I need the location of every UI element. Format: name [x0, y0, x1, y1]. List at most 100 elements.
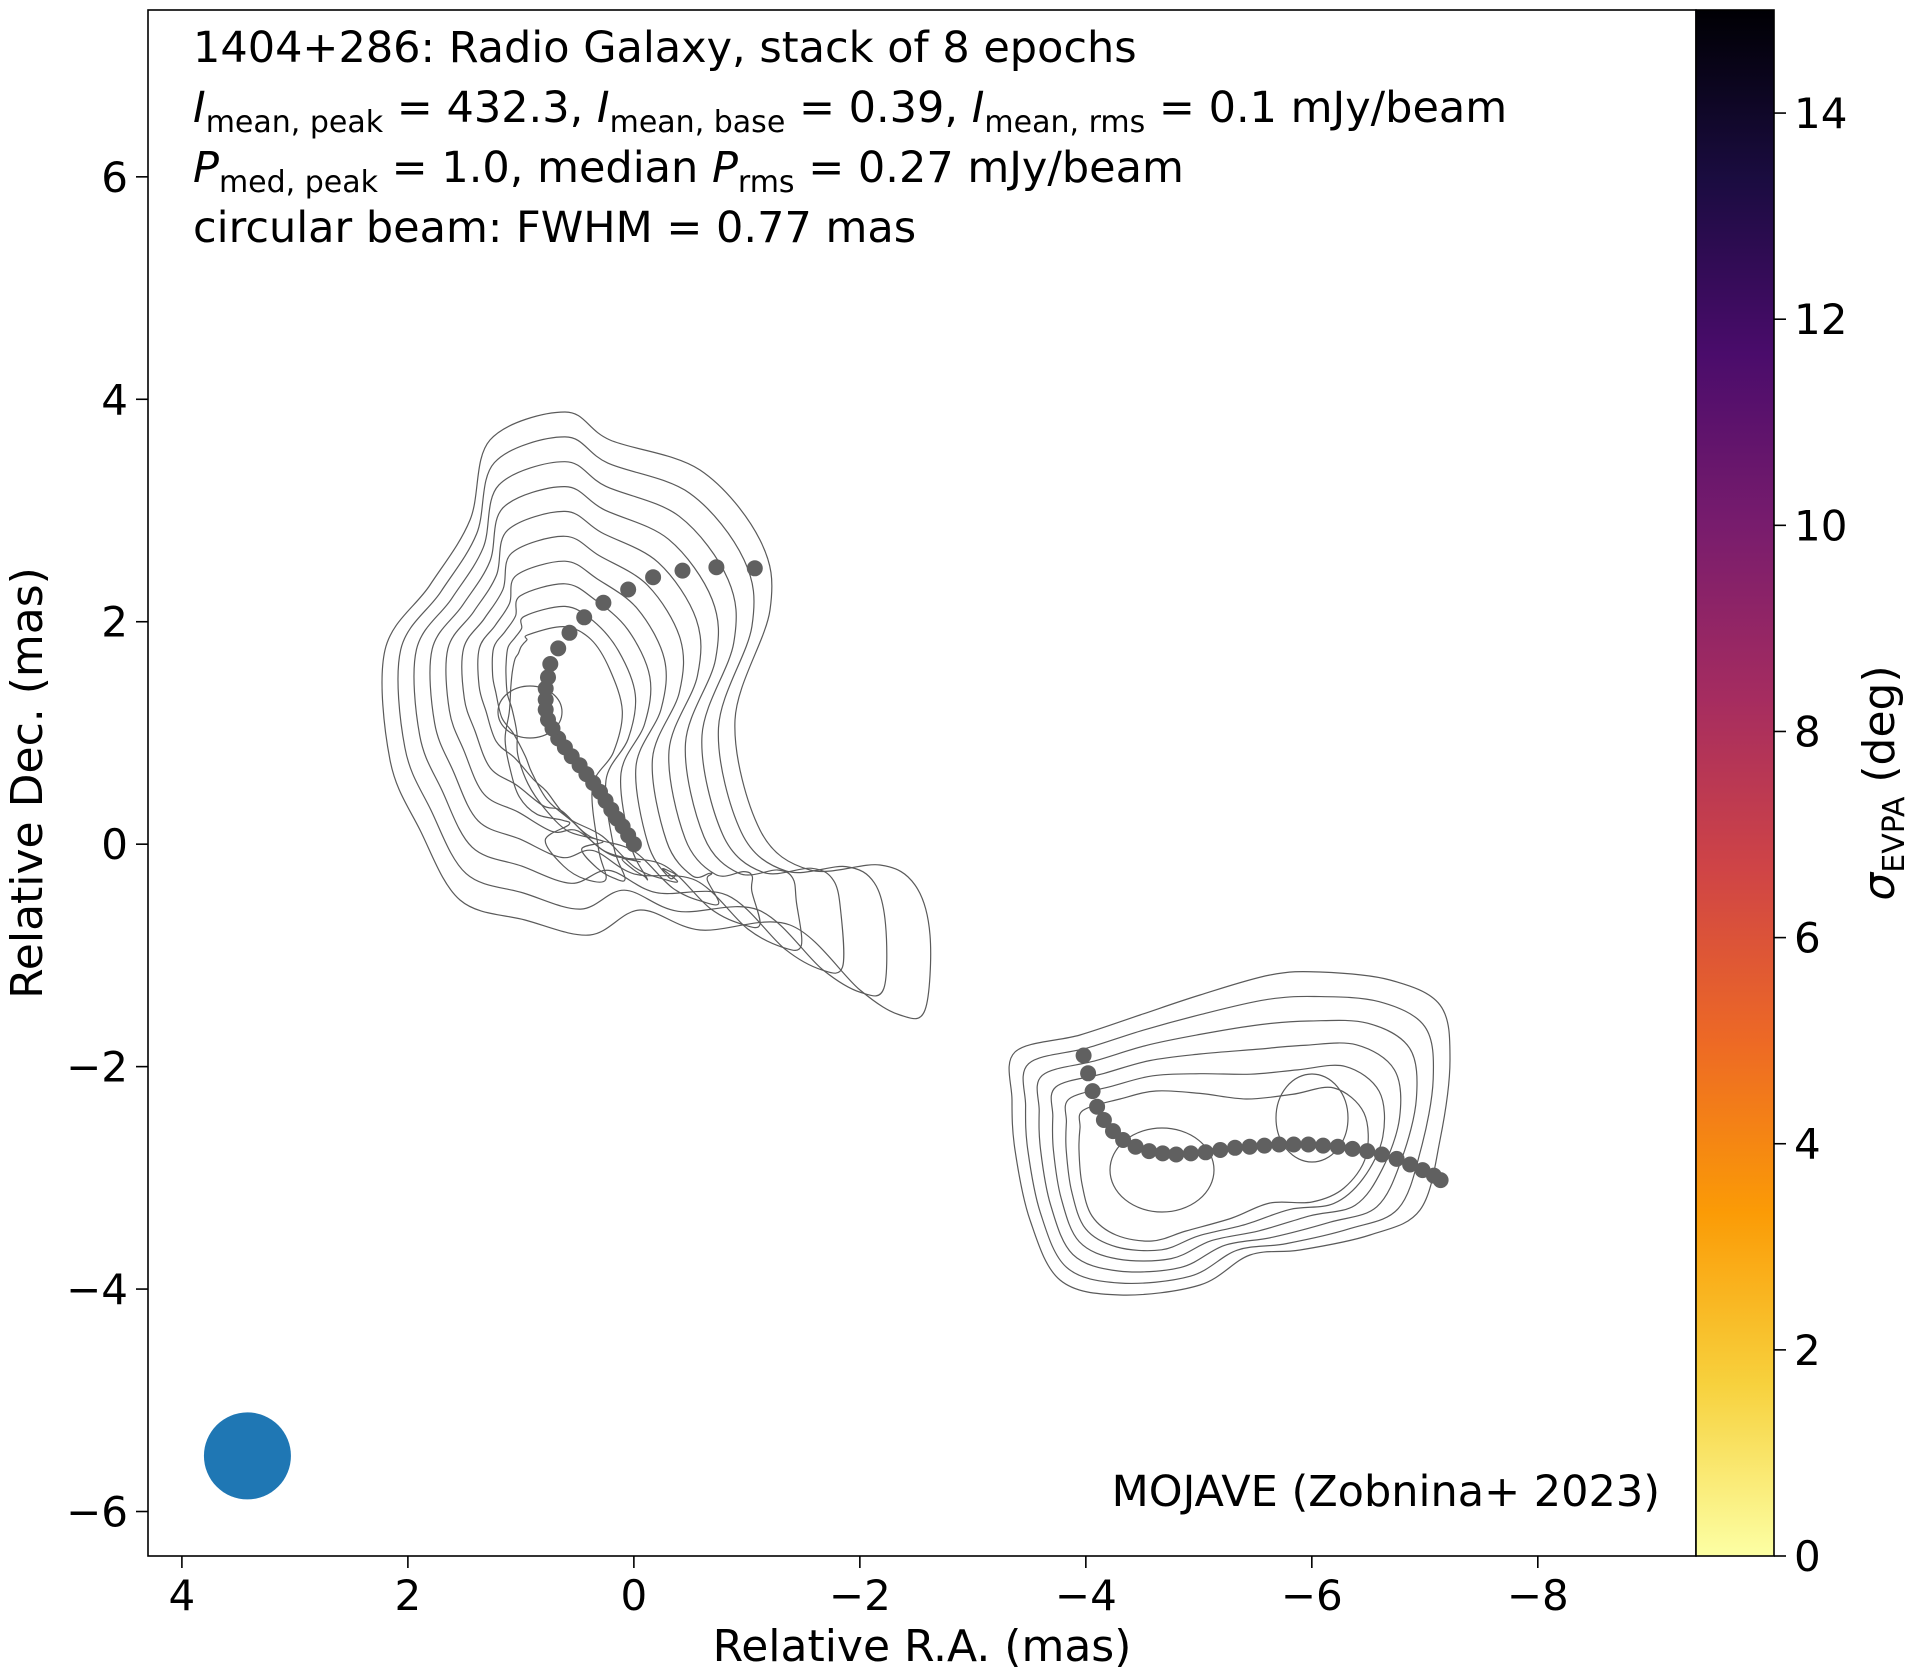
y-tick-label: −2	[66, 1043, 128, 1092]
beam-ellipse-group	[203, 1412, 291, 1500]
ridgeline-point	[1095, 1112, 1112, 1128]
ridgeline-point	[746, 560, 763, 577]
ridgeline-point	[708, 559, 725, 576]
ridgeline-point	[620, 581, 637, 598]
colorbar-tick-label: 6	[1794, 914, 1821, 963]
colorbar-tick-label: 4	[1794, 1120, 1821, 1169]
ridgeline-point	[1127, 1138, 1144, 1155]
x-tick-label: −6	[1281, 1571, 1343, 1620]
ridgeline-point	[1373, 1146, 1390, 1163]
y-tick-label: 0	[101, 820, 128, 869]
info-subscript: mean, peak	[206, 105, 384, 140]
colorbar-ticks: 0 2 4 6 8 10 12 14	[1774, 89, 1847, 1581]
x-axis-label: Relative R.A. (mas)	[713, 1621, 1132, 1672]
colorbar-tick-label: 10	[1794, 501, 1847, 550]
colorbar	[1695, 9, 1775, 1557]
ridgeline-point	[1256, 1137, 1273, 1154]
info-text-run: I	[972, 83, 985, 133]
contour-lobe-peak-east	[1275, 1073, 1349, 1163]
ridgeline-point	[1080, 1065, 1097, 1082]
info-text-run: = 0.39,	[785, 83, 971, 133]
info-text-run: = 0.27 mJy/beam	[795, 143, 1184, 193]
ridgeline-point	[550, 640, 567, 657]
y-tick-label: −4	[66, 1265, 128, 1314]
y-axis-label: Relative Dec. (mas)	[2, 567, 53, 999]
ridgeline-point	[1141, 1143, 1158, 1160]
ridgeline-point	[1432, 1172, 1449, 1189]
ridgeline-point	[1084, 1083, 1101, 1100]
ridgeline-point	[1388, 1150, 1405, 1167]
ridgeline-point	[576, 609, 593, 626]
x-tick-label: 4	[169, 1571, 196, 1620]
contour-lobe-level-4	[1050, 1042, 1402, 1262]
colorbar-label-symbol: σ	[1854, 872, 1905, 901]
ridgeline-point	[1271, 1136, 1288, 1153]
contour-core-level-10	[504, 626, 623, 883]
beam-ellipse	[203, 1412, 291, 1500]
info-line: 1404+286: Radio Galaxy, stack of 8 epoch…	[193, 23, 1137, 73]
info-text-run: = 0.1 mJy/beam	[1145, 83, 1507, 133]
contour-core-level-5	[445, 510, 761, 929]
info-text-run: P	[193, 143, 219, 193]
contour-core-peak	[497, 685, 563, 739]
ridgeline-point	[674, 562, 691, 579]
ridgeline-point	[1182, 1145, 1199, 1162]
ridgeline-point	[1359, 1143, 1376, 1160]
ridgeline-points	[537, 559, 1449, 1189]
info-line: Imean, peak = 432.3, Imean, base = 0.39,…	[193, 83, 1507, 140]
x-axis-ticks: 4 2 0 −2 −4 −6 −8	[169, 1556, 1569, 1620]
contour-lobe-level-1	[1008, 970, 1451, 1296]
contour-lobe-level-5	[1064, 1064, 1386, 1252]
ridgeline-point	[645, 569, 662, 586]
contour-core-level-1	[381, 411, 932, 1020]
ridgeline-point	[561, 624, 578, 641]
info-text-run: I	[597, 83, 610, 133]
ridgeline-point	[1329, 1138, 1346, 1155]
x-tick-label: −4	[1055, 1571, 1117, 1620]
ridgeline-point	[1115, 1132, 1132, 1148]
info-subscript: rms	[738, 165, 795, 200]
colorbar-label-subscript: EVPA	[1877, 796, 1905, 873]
contour-core-level-3	[413, 461, 845, 974]
contour-lobe-level-2	[1022, 995, 1435, 1284]
ridgeline-point	[1344, 1140, 1361, 1157]
colorbar-tick-label: 2	[1794, 1326, 1821, 1375]
ridgeline-point	[1154, 1145, 1171, 1162]
y-tick-label: −6	[66, 1488, 128, 1537]
ridgeline-point	[540, 669, 556, 686]
ridgeline-point	[1315, 1137, 1332, 1154]
ridgeline-point	[537, 691, 554, 708]
contour-lobe-peak-west	[1109, 1127, 1215, 1213]
y-axis-ticks: −6 −4 −2 0 2 4 6	[66, 153, 148, 1537]
info-text-run: P	[712, 143, 738, 193]
info-line: circular beam: FWHM = 0.77 mas	[193, 203, 916, 253]
ridgeline-point	[1197, 1144, 1214, 1161]
info-subscript: med, peak	[219, 165, 379, 200]
ridgeline-point	[1168, 1146, 1185, 1163]
colorbar-tick-label: 12	[1794, 295, 1847, 344]
ridgeline-point	[1300, 1136, 1317, 1153]
info-subscript: mean, base	[610, 105, 786, 140]
contour-core-level-8	[491, 583, 652, 881]
colorbar-label-unit: (deg)	[1854, 665, 1905, 796]
ridgeline-point	[1402, 1156, 1419, 1173]
y-tick-label: 2	[101, 598, 128, 647]
info-text-run: I	[193, 83, 206, 133]
ridgeline-point	[1089, 1098, 1106, 1115]
contour-lobe-level-3	[1036, 1019, 1418, 1273]
info-text-run: = 432.3,	[383, 83, 597, 133]
colorbar-label: σEVPA (deg)	[1854, 665, 1905, 900]
ridgeline-point	[1075, 1047, 1092, 1064]
x-tick-label: −2	[829, 1571, 891, 1620]
contour-core-level-4	[429, 485, 803, 951]
ridgeline-point	[1241, 1138, 1258, 1155]
ridgeline-point	[1285, 1136, 1302, 1153]
contour-core-level-9	[505, 605, 637, 882]
contour-core-level-6	[461, 535, 720, 906]
info-line: Pmed, peak = 1.0, median Prms = 0.27 mJy…	[193, 143, 1184, 200]
ridgeline-point	[595, 594, 612, 611]
colorbar-tick-label: 14	[1794, 89, 1847, 138]
credit-text: MOJAVE (Zobnina+ 2023)	[1112, 1467, 1660, 1517]
colorbar-tick-label: 0	[1794, 1532, 1821, 1581]
